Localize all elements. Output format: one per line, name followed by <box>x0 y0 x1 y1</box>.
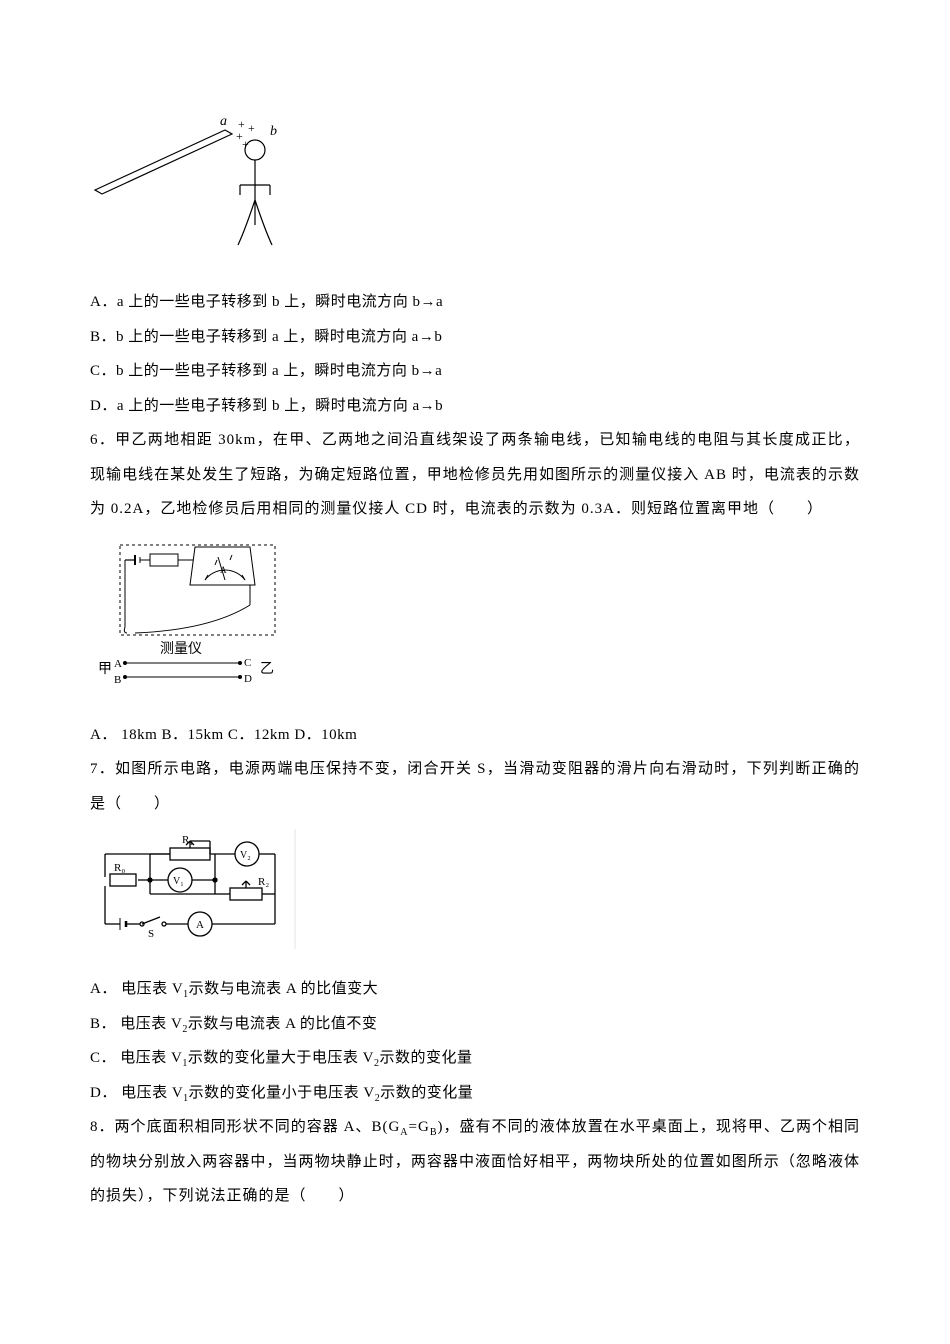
measurement-svg: A 测量仪 甲 A C 乙 B <box>90 535 290 695</box>
svg-text:A: A <box>114 658 122 670</box>
svg-text:V₂: V₂ <box>240 850 251 861</box>
svg-text:+: + <box>248 121 255 135</box>
q5-option-d: D．a 上的一些电子转移到 b 上，瞬时电流方向 a→b <box>90 389 860 424</box>
svg-text:b: b <box>270 124 277 139</box>
circuit-svg: R₀ R₁ V₂ <box>90 829 300 949</box>
q5-option-b: B．b 上的一些电子转移到 a 上，瞬时电流方向 a→b <box>90 320 860 355</box>
q8-subA: A <box>400 1127 408 1138</box>
svg-text:C: C <box>244 657 251 669</box>
q7-option-d: D． 电压表 V1示数的变化量小于电压表 V2示数的变化量 <box>90 1076 860 1111</box>
q7-option-b: B． 电压表 V2示数与电流表 A 的比值不变 <box>90 1007 860 1042</box>
q7b-post: 示数与电流表 A 的比值不变 <box>188 1016 378 1032</box>
q7d-post: 示数的变化量 <box>380 1085 473 1101</box>
q6-text: 6．甲乙两地相距 30km，在甲、乙两地之间沿直线架设了两条输电线，已知输电线的… <box>90 423 860 527</box>
q5-option-a: A．a 上的一些电子转移到 b 上，瞬时电流方向 b→a <box>90 285 860 320</box>
figure-circuit-rheostat: R₀ R₁ V₂ <box>90 829 860 954</box>
svg-text:乙: 乙 <box>260 661 274 677</box>
document-page: a + + + + b A <box>0 0 950 1274</box>
q7a-pre: A． 电压表 V <box>90 981 183 997</box>
svg-text:R₀: R₀ <box>114 862 125 874</box>
q7-text: 7．如图所示电路，电源两端电压保持不变，闭合开关 S，当滑动变阻器的滑片向右滑动… <box>90 752 860 821</box>
q7c-mid: 示数的变化量大于电压表 V <box>188 1050 374 1066</box>
q8-mid1: =G <box>409 1119 430 1135</box>
q7a-post: 示数与电流表 A 的比值变大 <box>189 981 379 997</box>
q7c-post: 示数的变化量 <box>379 1050 472 1066</box>
q5-option-c: C．b 上的一些电子转移到 a 上，瞬时电流方向 b→a <box>90 354 860 389</box>
svg-text:V₁: V₁ <box>173 876 184 887</box>
svg-text:B: B <box>114 674 121 686</box>
figure-rod-electroscope: a + + + + b <box>90 110 860 265</box>
svg-text:S: S <box>148 928 154 940</box>
q7-option-a: A． 电压表 V1示数与电流表 A 的比值变大 <box>90 972 860 1007</box>
q7c-pre: C． 电压表 V <box>90 1050 182 1066</box>
q7-option-c: C． 电压表 V1示数的变化量大于电压表 V2示数的变化量 <box>90 1041 860 1076</box>
q8-subB: B <box>430 1127 438 1138</box>
svg-text:+: + <box>242 137 249 151</box>
q8-text: 8．两个底面积相同形状不同的容器 A、B(GA=GB)，盛有不同的液体放置在水平… <box>90 1110 860 1214</box>
figure-measurement-instrument: A 测量仪 甲 A C 乙 B <box>90 535 860 700</box>
q7d-mid: 示数的变化量小于电压表 V <box>189 1085 375 1101</box>
svg-text:R₁: R₁ <box>182 834 193 846</box>
svg-text:甲: 甲 <box>98 662 112 677</box>
q6-options: A． 18km B．15km C．12km D．10km <box>90 718 860 753</box>
svg-text:a: a <box>220 114 227 129</box>
svg-text:测量仪: 测量仪 <box>160 641 202 657</box>
svg-text:A: A <box>220 565 227 575</box>
svg-text:D: D <box>244 673 252 685</box>
rod-electroscope-svg: a + + + + b <box>90 110 300 260</box>
svg-text:A: A <box>196 919 204 931</box>
q7d-pre: D． 电压表 V <box>90 1085 183 1101</box>
q8-pre: 8．两个底面积相同形状不同的容器 A、B(G <box>90 1119 400 1135</box>
svg-text:R₂: R₂ <box>258 876 269 888</box>
q7b-pre: B． 电压表 V <box>90 1016 182 1032</box>
